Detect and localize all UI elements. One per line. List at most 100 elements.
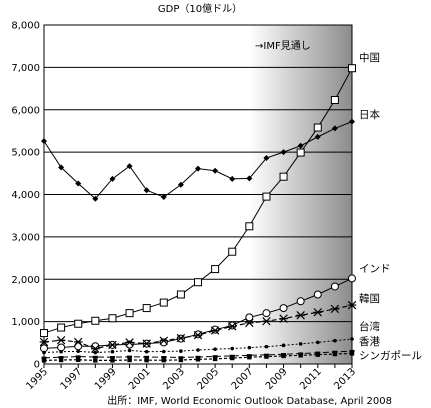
x-tick-label: 2011 (298, 366, 324, 392)
data-point (143, 187, 150, 194)
data-point (230, 355, 235, 361)
data-point (229, 175, 236, 182)
data-point (296, 148, 305, 157)
data-point (296, 297, 305, 306)
data-point (93, 350, 98, 355)
data-point (59, 349, 63, 354)
data-point (298, 353, 303, 358)
data-point (348, 274, 356, 283)
x-tick-label: 2005 (195, 366, 221, 392)
chart-title: GDP（10億ドル） (158, 2, 242, 15)
data-point (279, 314, 288, 323)
data-point (74, 319, 83, 328)
data-point (127, 348, 132, 353)
x-tick-label: 2013 (332, 366, 358, 392)
data-point (331, 125, 338, 132)
data-point (41, 356, 47, 360)
data-point (142, 304, 151, 313)
data-point (126, 163, 133, 170)
x-tick-label: 1997 (59, 366, 85, 392)
series-label: 韓国 (359, 293, 380, 305)
data-point (330, 304, 340, 314)
data-point (178, 356, 184, 359)
data-point (298, 342, 303, 346)
data-point (228, 247, 237, 256)
data-point (313, 308, 323, 317)
data-point (161, 349, 166, 354)
data-point (176, 333, 186, 343)
forecast-label: →IMF見通し (255, 40, 311, 52)
data-point (315, 352, 320, 357)
data-point (110, 349, 115, 354)
y-tick-label: 7,000 (11, 63, 40, 74)
data-point (92, 195, 99, 202)
x-tick-label: 1999 (93, 366, 119, 392)
data-point (245, 318, 254, 328)
data-point (281, 343, 286, 348)
x-tick-label: 2003 (161, 366, 187, 392)
series-label: 日本 (359, 108, 380, 121)
data-point (194, 278, 202, 287)
data-point (245, 222, 254, 231)
data-point (142, 339, 151, 348)
data-point (227, 322, 237, 331)
y-tick-label: 1,000 (11, 317, 40, 328)
data-point (110, 358, 115, 363)
data-point (314, 133, 321, 140)
data-point (332, 351, 338, 357)
data-point (212, 355, 218, 358)
x-tick-label: 2001 (127, 366, 153, 392)
data-point (127, 355, 133, 358)
data-point (58, 357, 64, 363)
y-tick-label: 8,000 (11, 21, 40, 32)
series-label: 中国 (359, 51, 380, 64)
x-tick-label: 2009 (264, 366, 290, 392)
data-point (349, 118, 355, 125)
data-point (56, 336, 66, 345)
data-point (297, 142, 304, 149)
data-point (76, 349, 81, 354)
data-point (176, 290, 185, 299)
y-tick-label: 6,000 (11, 105, 40, 116)
data-point (212, 167, 219, 174)
data-point (296, 311, 305, 320)
data-point (159, 336, 169, 345)
data-point (127, 357, 132, 363)
data-point (109, 356, 115, 359)
data-point (213, 347, 217, 351)
y-tick-label: 4,000 (11, 190, 40, 201)
source-note: 出所：IMF, World Economic Outlook Database,… (107, 394, 392, 407)
data-point (91, 342, 100, 351)
data-point (262, 192, 271, 201)
data-point (39, 337, 49, 347)
data-point (144, 357, 149, 363)
data-point (212, 356, 218, 362)
data-point (281, 353, 286, 359)
data-point (210, 326, 220, 335)
data-point (263, 155, 270, 162)
data-point (41, 138, 47, 145)
series-label: 香港 (359, 336, 380, 348)
y-tick-label: 0 (34, 360, 40, 371)
data-point (144, 355, 150, 359)
data-point (161, 357, 166, 363)
data-point (178, 357, 184, 363)
x-tick-label: 1995 (24, 366, 50, 392)
series-label: シンガポール (359, 350, 422, 362)
data-point (330, 96, 339, 105)
data-point (246, 175, 253, 182)
data-point (193, 330, 203, 340)
data-point (349, 351, 355, 356)
data-point (92, 355, 98, 359)
data-point (196, 348, 200, 352)
data-point (179, 349, 183, 353)
data-point (247, 355, 252, 360)
data-point (247, 345, 252, 350)
data-point (349, 349, 355, 353)
data-point (76, 357, 81, 362)
y-tick-label: 3,000 (11, 232, 40, 243)
data-point (264, 344, 269, 349)
data-point (245, 313, 254, 322)
data-point (262, 309, 271, 318)
data-point (58, 164, 65, 171)
